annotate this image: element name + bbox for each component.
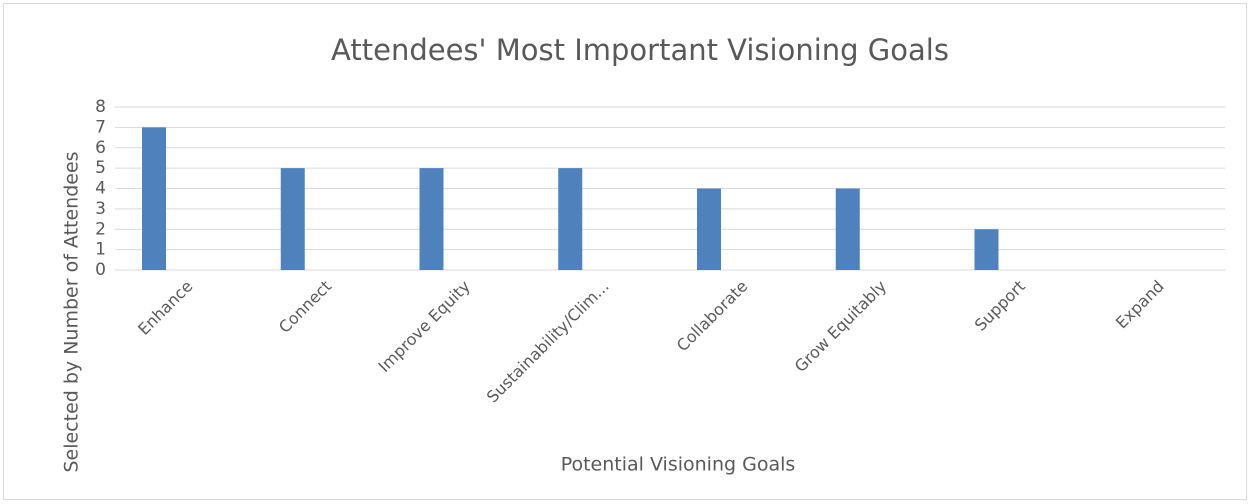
bar	[974, 229, 999, 270]
chart-title: Attendees' Most Important Visioning Goal…	[331, 33, 949, 67]
bar	[280, 168, 305, 270]
bar	[697, 188, 721, 270]
y-tick-label: 7	[95, 117, 106, 137]
y-tick-label: 0	[95, 260, 106, 280]
bar	[419, 168, 444, 270]
y-tick-label: 2	[95, 219, 106, 239]
x-axis-label: Potential Visioning Goals	[561, 454, 796, 476]
y-tick-label: 1	[95, 240, 106, 260]
y-tick-label: 3	[95, 199, 106, 219]
y-tick-label: 6	[95, 138, 106, 158]
bar	[835, 188, 860, 270]
y-tick-label: 4	[95, 179, 106, 199]
y-tick-label: 5	[95, 158, 106, 178]
y-axis-label: Selected by Number of Attendees	[61, 151, 83, 472]
y-tick-label: 8	[95, 97, 106, 117]
bar	[558, 168, 583, 270]
chart-border	[3, 3, 1247, 500]
bar	[142, 127, 166, 270]
